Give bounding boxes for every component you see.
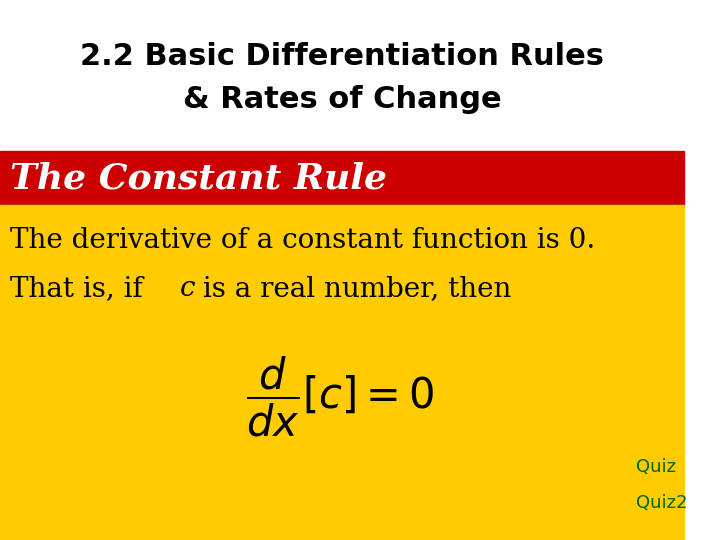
Text: The derivative of a constant function is 0.: The derivative of a constant function is… — [10, 227, 595, 254]
Bar — [0, 151, 685, 205]
Text: & Rates of Change: & Rates of Change — [183, 85, 502, 114]
Text: c: c — [180, 275, 196, 302]
Text: 2.2 Basic Differentiation Rules: 2.2 Basic Differentiation Rules — [80, 42, 604, 71]
Bar — [0, 205, 685, 540]
Text: is a real number, then: is a real number, then — [194, 275, 511, 302]
Text: That is, if: That is, if — [10, 275, 152, 302]
Text: The Constant Rule: The Constant Rule — [10, 161, 387, 195]
Text: Quiz2: Quiz2 — [636, 494, 688, 512]
Text: $\dfrac{d}{dx}[c]=0$: $\dfrac{d}{dx}[c]=0$ — [246, 355, 435, 439]
Text: Quiz: Quiz — [636, 458, 677, 476]
Bar — [0, 0, 685, 151]
